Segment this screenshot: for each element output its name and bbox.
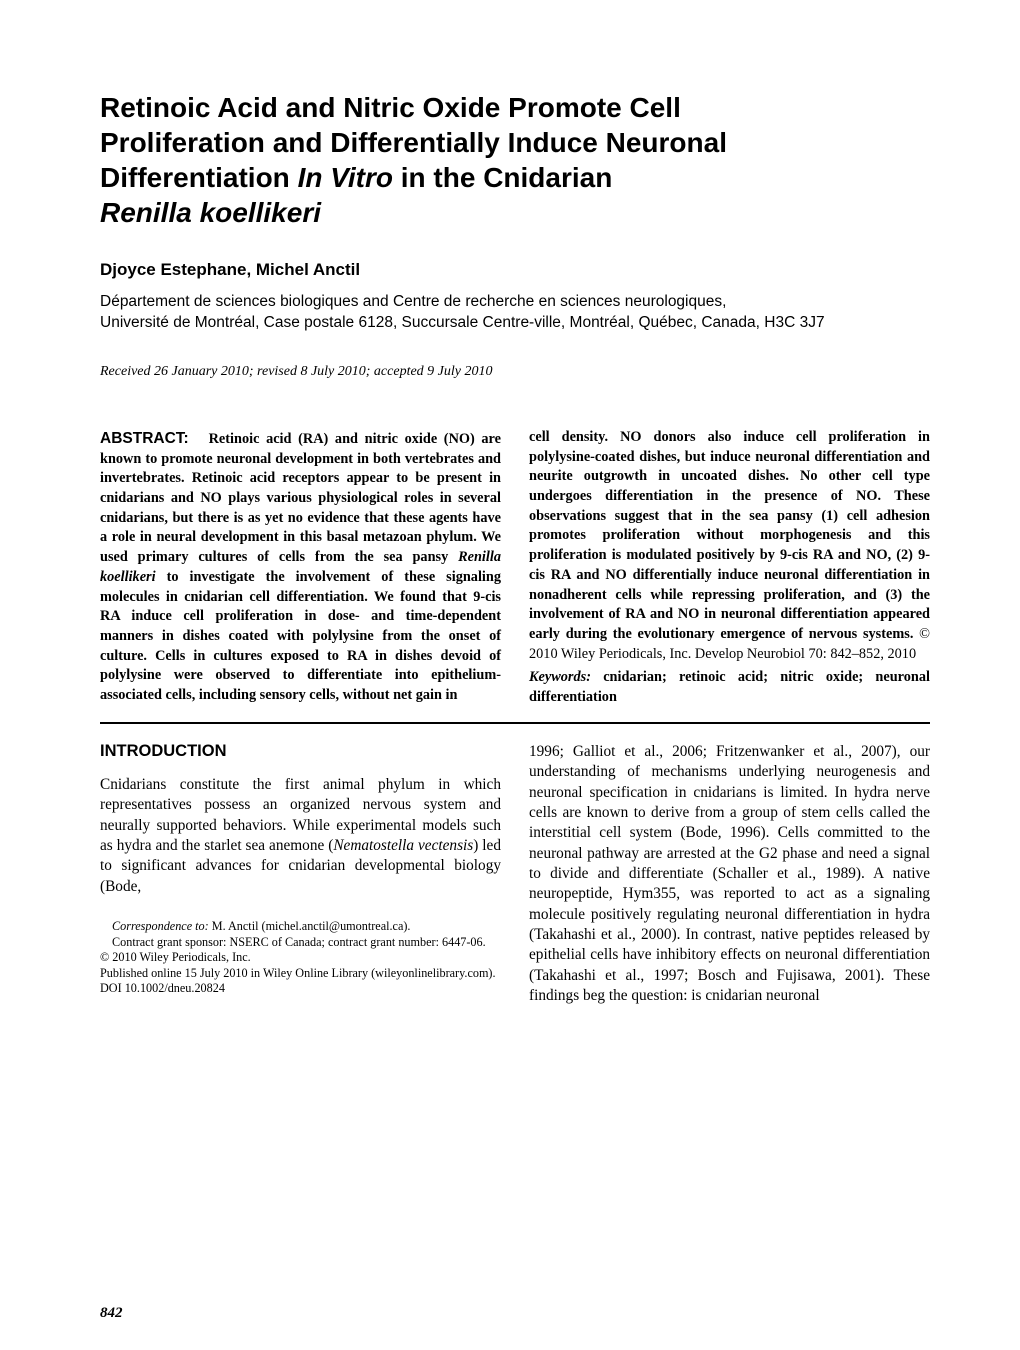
footnote-grant: Contract grant sponsor: NSERC of Canada;… <box>100 935 501 951</box>
intro-right-body: 1996; Galliot et al., 2006; Fritzenwanke… <box>529 742 930 1006</box>
keywords: Keywords: cnidarian; retinoic acid; nitr… <box>529 668 930 707</box>
abstract-right: cell density. NO donors also induce cell… <box>529 428 930 665</box>
affiliation-line-1: Département de sciences biologiques and … <box>100 293 726 310</box>
article-title: Retinoic Acid and Nitric Oxide Promote C… <box>100 90 930 230</box>
authors: Djoyce Estephane, Michel Anctil <box>100 260 930 280</box>
footnotes: Correspondence to: M. Anctil (michel.anc… <box>100 919 501 997</box>
intro-left-column: INTRODUCTION Cnidarians constitute the f… <box>100 742 501 1006</box>
footnote-published: Published online 15 July 2010 in Wiley O… <box>100 966 501 982</box>
intro-heading: INTRODUCTION <box>100 742 501 761</box>
title-line-3-post: in the Cnidarian <box>393 162 612 193</box>
intro-right-column: 1996; Galliot et al., 2006; Fritzenwanke… <box>529 742 930 1006</box>
copyright-text: © 2010 Wiley Periodicals, Inc. <box>100 950 251 964</box>
affiliation-line-2: Université de Montréal, Case postale 612… <box>100 314 825 331</box>
footnote-copyright: © 2010 Wiley Periodicals, Inc. <box>100 950 501 966</box>
page-number: 842 <box>100 1305 123 1322</box>
intro-left-body: Cnidarians constitute the first animal p… <box>100 775 501 897</box>
section-rule <box>100 722 930 724</box>
abstract-left-post: to investigate the involvement of these … <box>100 569 501 703</box>
intro-left-italic: Nematostella vectensis <box>333 837 473 854</box>
abstract-columns: ABSTRACT: Retinoic acid (RA) and nitric … <box>100 428 930 708</box>
abstract-right-column: cell density. NO donors also induce cell… <box>529 428 930 708</box>
footnote-correspondence: Correspondence to: M. Anctil (michel.anc… <box>100 919 501 935</box>
abstract-label: ABSTRACT: <box>100 430 189 447</box>
received-dates: Received 26 January 2010; revised 8 July… <box>100 364 930 380</box>
abstract-right-body: cell density. NO donors also induce cell… <box>529 429 930 642</box>
title-line-3-italic: In Vitro <box>298 162 393 193</box>
correspondence-label: Correspondence to: <box>112 919 209 933</box>
title-line-4-italic: Renilla koellikeri <box>100 197 321 228</box>
abstract-left-pre: Retinoic acid (RA) and nitric oxide (NO)… <box>100 431 501 565</box>
title-line-3-pre: Differentiation <box>100 162 298 193</box>
correspondence-text: M. Anctil (michel.anctil@umontreal.ca). <box>209 919 411 933</box>
footnote-doi: DOI 10.1002/dneu.20824 <box>100 981 501 997</box>
affiliation: Département de sciences biologiques and … <box>100 292 930 334</box>
abstract-left: ABSTRACT: Retinoic acid (RA) and nitric … <box>100 428 501 706</box>
keywords-label: Keywords: <box>529 669 591 685</box>
abstract-left-column: ABSTRACT: Retinoic acid (RA) and nitric … <box>100 428 501 708</box>
page: Retinoic Acid and Nitric Oxide Promote C… <box>0 0 1020 1350</box>
title-line-1: Retinoic Acid and Nitric Oxide Promote C… <box>100 92 681 123</box>
title-line-2: Proliferation and Differentially Induce … <box>100 127 727 158</box>
intro-columns: INTRODUCTION Cnidarians constitute the f… <box>100 742 930 1006</box>
